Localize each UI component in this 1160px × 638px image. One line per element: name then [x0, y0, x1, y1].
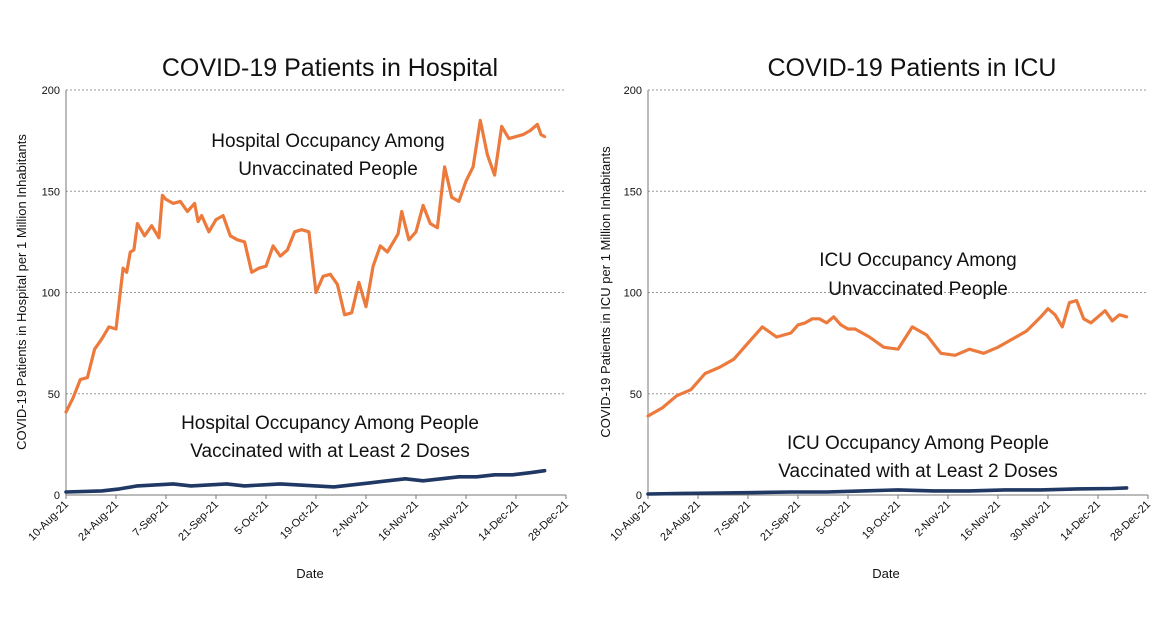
hospital-unvaccinated-annotation-line1: Hospital Occupancy Among	[211, 131, 444, 152]
hospital-xtick-label: 19-Oct-21	[278, 499, 321, 542]
icu-ytick-label: 100	[624, 288, 642, 300]
hospital-xtick-label: 14-Dec-21	[476, 499, 521, 544]
icu-vaccinated-annotation-line1: ICU Occupancy Among People	[787, 433, 1049, 454]
hospital-ytick-label: 200	[42, 85, 60, 97]
icu-xtick-label: 10-Aug-21	[608, 499, 653, 544]
icu-xtick-label: 19-Oct-21	[860, 499, 903, 542]
icu-xtick-label: 5-Oct-21	[814, 499, 853, 538]
hospital-unvaccinated-series-line	[64, 118, 547, 414]
hospital-xtick-label: 10-Aug-21	[26, 499, 71, 544]
hospital-ytick-label: 150	[42, 186, 60, 198]
hospital-xtick-label: 21-Sep-21	[176, 499, 221, 544]
icu-xtick-label: 16-Nov-21	[958, 499, 1003, 544]
hospital-xtick-label: 30-Nov-21	[426, 499, 471, 544]
icu-xtick-label: 30-Nov-21	[1008, 499, 1053, 544]
icu-y-axis-label: COVID-19 Patients in ICU per 1 Million I…	[598, 146, 613, 438]
hospital-xtick-label: 2-Nov-21	[331, 499, 371, 539]
icu-ytick-label: 200	[624, 85, 642, 97]
hospital-chart: COVID-19 Patients in Hospital 0 50 100 150 2…	[14, 54, 571, 581]
hospital-x-axis-label: Date	[296, 566, 323, 581]
hospital-ytick-label: 50	[48, 389, 60, 401]
icu-xtick-label: 28-Dec-21	[1108, 499, 1153, 544]
icu-unvaccinated-annotation-line2: Unvaccinated People	[828, 279, 1008, 300]
icu-unvaccinated-series-line	[646, 299, 1129, 418]
icu-xtick-label: 2-Nov-21	[913, 499, 953, 539]
icu-x-axis-label: Date	[872, 566, 899, 581]
hospital-xtick-label: 16-Nov-21	[376, 499, 421, 544]
hospital-xtick-label: 7-Sep-21	[131, 499, 171, 539]
hospital-vaccinated-series-line	[64, 468, 547, 494]
hospital-chart-title: COVID-19 Patients in Hospital	[162, 54, 498, 82]
hospital-ytick-label: 100	[42, 288, 60, 300]
hospital-y-axis-label: COVID-19 Patients in Hospital per 1 Mill…	[14, 134, 29, 450]
hospital-xtick-label: 28-Dec-21	[526, 499, 571, 544]
icu-xtick-label: 14-Dec-21	[1058, 499, 1103, 544]
icu-xtick-label: 21-Sep-21	[758, 499, 803, 544]
icu-vaccinated-series-line	[646, 486, 1129, 496]
hospital-ytick-label: 0	[54, 490, 60, 502]
hospital-vaccinated-annotation-line2: Vaccinated with at Least 2 Doses	[190, 441, 470, 462]
hospital-xtick-label: 5-Oct-21	[232, 499, 271, 538]
hospital-unvaccinated-annotation-line2: Unvaccinated People	[238, 159, 418, 180]
hospital-xtick-label: 24-Aug-21	[76, 499, 121, 544]
icu-unvaccinated-annotation-line1: ICU Occupancy Among	[819, 250, 1016, 271]
hospital-vaccinated-annotation-line1: Hospital Occupancy Among People	[181, 413, 479, 434]
icu-ytick-label: 150	[624, 186, 642, 198]
icu-ytick-label: 50	[630, 389, 642, 401]
icu-xtick-label: 24-Aug-21	[658, 499, 703, 544]
icu-chart: COVID-19 Patients in ICU 0 50 100 150 200 10…	[598, 54, 1153, 581]
icu-vaccinated-annotation-line2: Vaccinated with at Least 2 Doses	[778, 461, 1058, 482]
icu-ytick-label: 0	[636, 490, 642, 502]
icu-xtick-label: 7-Sep-21	[713, 499, 753, 539]
icu-chart-title: COVID-19 Patients in ICU	[768, 54, 1057, 82]
